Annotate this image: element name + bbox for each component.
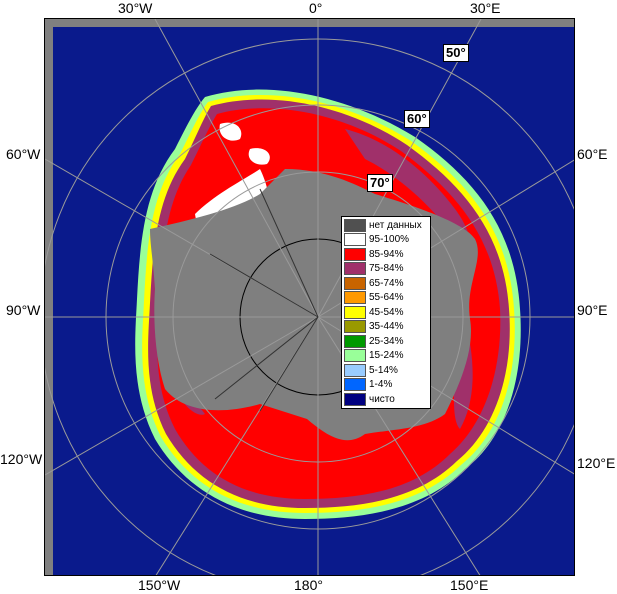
legend-swatch (344, 320, 366, 334)
lon-label: 150°W (138, 577, 181, 593)
lon-label: 90°W (6, 302, 41, 318)
legend-swatch (344, 349, 366, 363)
ice-95-100-spot (219, 122, 242, 141)
lat-label: 70° (367, 174, 393, 192)
legend-swatch (344, 262, 366, 276)
legend-label: 35-44% (369, 321, 404, 333)
legend-label: чисто (369, 393, 395, 405)
legend-item: 35-44% (344, 320, 428, 335)
legend-label: 85-94% (369, 248, 404, 260)
legend-label: 15-24% (369, 350, 404, 362)
legend-swatch (344, 378, 366, 392)
legend-swatch (344, 233, 366, 247)
legend-label: 45-54% (369, 306, 404, 318)
legend-swatch (344, 392, 366, 406)
legend-swatch (344, 334, 366, 348)
legend-swatch (344, 218, 366, 232)
legend-item: 75-84% (344, 262, 428, 277)
lon-label: 180° (294, 577, 323, 593)
legend-swatch (344, 305, 366, 319)
legend-swatch (344, 363, 366, 377)
legend: нет данных 95-100% 85-94% 75-84% 65-74% 55-64… (341, 216, 431, 409)
legend-swatch (344, 247, 366, 261)
legend-item: 65-74% (344, 276, 428, 291)
lon-label: 150°E (450, 577, 489, 593)
legend-item: 15-24% (344, 349, 428, 364)
legend-label: 55-64% (369, 292, 404, 304)
legend-label: 5-14% (369, 364, 398, 376)
legend-item: 45-54% (344, 305, 428, 320)
legend-item: 5-14% (344, 363, 428, 378)
legend-item: 25-34% (344, 334, 428, 349)
ice-95-100-spot-2 (248, 148, 270, 165)
lon-label: 30°E (470, 0, 501, 16)
legend-label: нет данных (369, 219, 422, 231)
legend-item: 85-94% (344, 247, 428, 262)
legend-swatch (344, 291, 366, 305)
lon-label: 30°W (118, 0, 153, 16)
legend-item: нет данных (344, 218, 428, 233)
polar-map-canvas (45, 19, 574, 575)
legend-item: 95-100% (344, 233, 428, 248)
legend-item: 1-4% (344, 378, 428, 393)
legend-label: 1-4% (369, 379, 393, 391)
legend-label: 25-34% (369, 335, 404, 347)
sea-ice-map (44, 18, 575, 576)
lat-label: 50° (443, 44, 469, 62)
ice-patch-75-84 (345, 129, 471, 254)
legend-swatch (344, 276, 366, 290)
legend-item: 55-64% (344, 291, 428, 306)
lat-label: 60° (404, 110, 430, 128)
graticule-dark (209, 188, 319, 412)
lon-label: 60°W (6, 146, 41, 162)
lon-label: 90°E (577, 302, 608, 318)
lon-label: 60°E (577, 146, 608, 162)
lon-label: 120°E (577, 455, 616, 471)
lon-label: 0° (309, 0, 323, 16)
legend-label: 75-84% (369, 263, 404, 275)
lon-label: 120°W (0, 451, 43, 467)
legend-item: чисто (344, 392, 428, 407)
legend-label: 95-100% (369, 234, 410, 246)
legend-label: 65-74% (369, 277, 404, 289)
